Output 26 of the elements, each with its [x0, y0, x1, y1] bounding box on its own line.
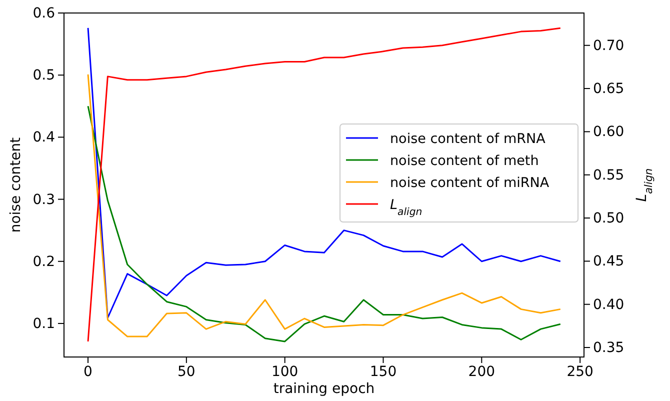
y2-tick-label: 0.55 [593, 167, 624, 184]
legend-label: L$_{align}$ [390, 197, 422, 218]
y-tick-label: 0.3 [32, 192, 55, 208]
x-axis-title: training epoch [273, 381, 375, 397]
x-tick-label: 100 [271, 364, 298, 380]
y2-tick-label: 0.45 [593, 254, 624, 270]
x-tick-label: 150 [370, 364, 397, 380]
legend-label: noise content of miRNA [390, 175, 550, 191]
y2-tick-label: 0.50 [593, 210, 624, 226]
y2-tick-label: 0.60 [593, 124, 624, 140]
y2-tick-label: 0.70 [593, 38, 624, 54]
y-axis-title: noise content [8, 136, 24, 233]
y2-tick-label: 0.40 [593, 296, 624, 313]
x-tick-label: 200 [468, 364, 496, 380]
y-tick-label: 0.5 [32, 68, 55, 84]
legend-label: noise content of mRNA [390, 131, 546, 147]
y2-tick-label: 0.35 [593, 340, 624, 356]
x-tick-label: 0 [84, 364, 92, 380]
y-tick-label: 0.2 [32, 254, 55, 270]
x-tick-label: 50 [178, 364, 196, 380]
legend-label: noise content of meth [390, 153, 539, 169]
y-tick-label: 0.4 [32, 130, 56, 146]
y2-tick-label: 0.65 [593, 81, 624, 98]
y-tick-label: 0.1 [32, 316, 55, 332]
x-tick-label: 250 [566, 364, 594, 380]
y-tick-label: 0.6 [32, 5, 56, 22]
